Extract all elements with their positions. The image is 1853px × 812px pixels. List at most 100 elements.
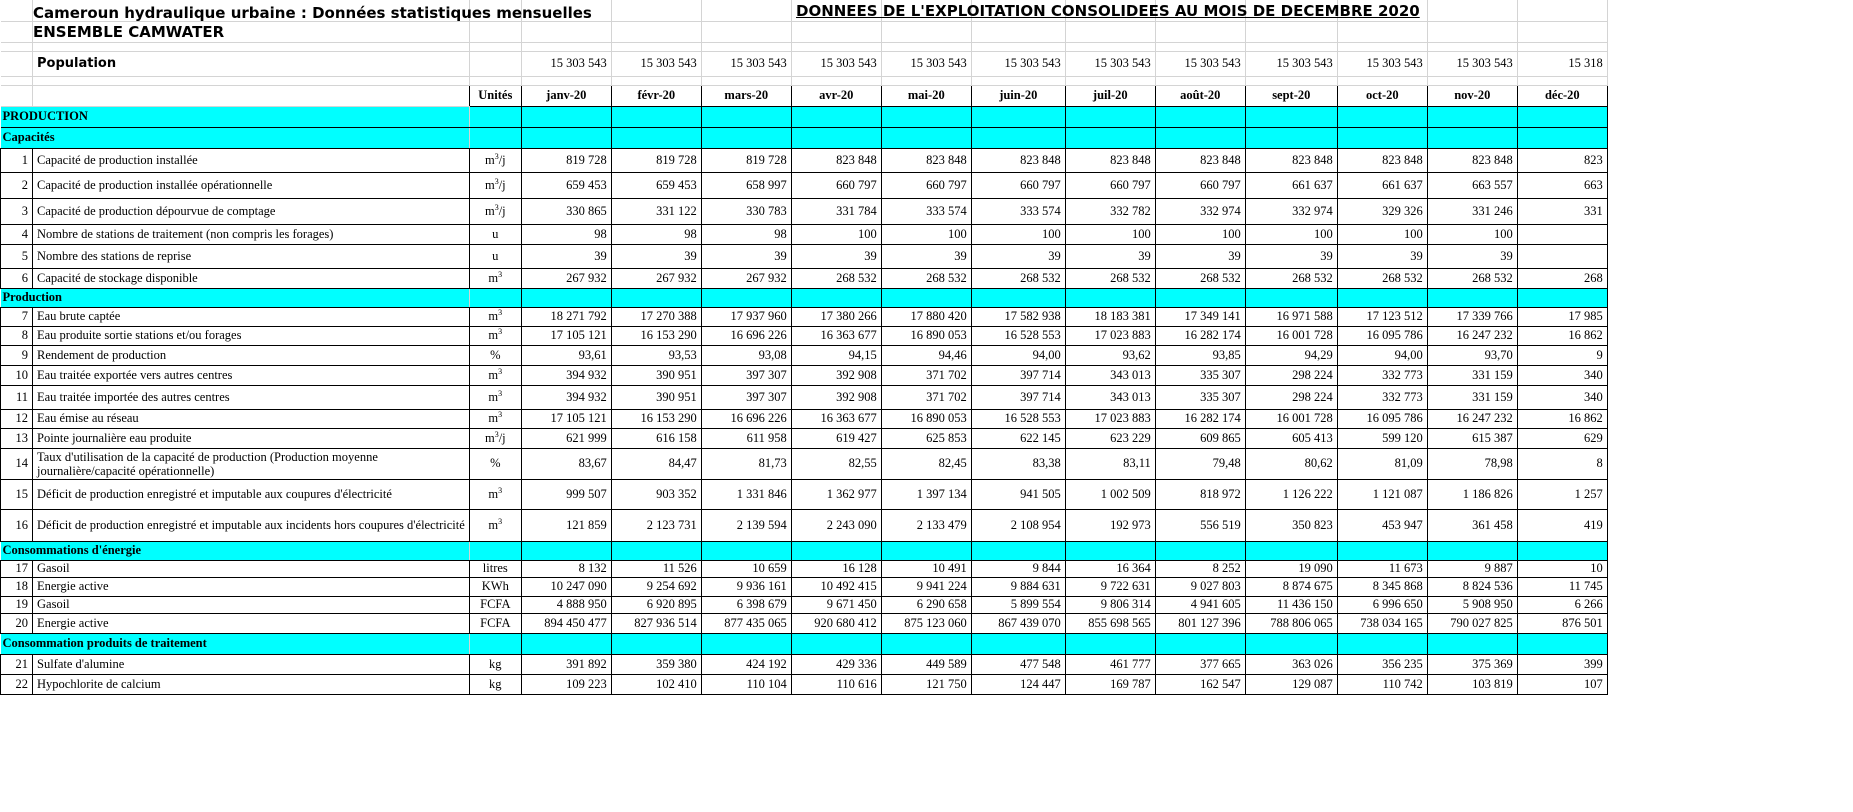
value-cell[interactable]: 660 797 [790, 171, 882, 199]
empty-cell[interactable] [521, 0, 612, 22]
empty-cell[interactable] [521, 21, 612, 43]
value-cell[interactable]: 8 824 536 [1426, 576, 1518, 597]
value-cell[interactable]: 17 380 266 [790, 306, 882, 327]
value-cell[interactable]: 268 [1516, 267, 1608, 289]
population-value[interactable]: 15 303 543 [521, 51, 612, 77]
value-cell[interactable]: 79,48 [1154, 447, 1246, 480]
empty-cell[interactable] [1337, 21, 1428, 43]
value-cell[interactable]: 102 410 [610, 673, 702, 695]
value-cell[interactable]: 819 728 [700, 147, 792, 173]
value-cell[interactable]: 268 532 [970, 267, 1066, 289]
value-cell[interactable]: 823 [1516, 147, 1608, 173]
value-cell[interactable]: 93,61 [520, 344, 612, 366]
value-cell[interactable]: 818 972 [1154, 478, 1246, 510]
value-cell[interactable]: 169 787 [1064, 673, 1156, 695]
value-cell[interactable]: 39 [1336, 243, 1428, 269]
value-cell[interactable]: 394 932 [520, 384, 612, 410]
value-cell[interactable]: 80,62 [1244, 447, 1338, 480]
value-cell[interactable]: 17 270 388 [610, 306, 702, 327]
population-value[interactable]: 15 303 543 [701, 51, 792, 77]
value-cell[interactable]: 2 243 090 [790, 508, 882, 542]
value-cell[interactable]: 876 501 [1516, 612, 1608, 634]
value-cell[interactable]: 661 637 [1336, 171, 1428, 199]
population-value[interactable]: 15 303 543 [1337, 51, 1428, 77]
value-cell[interactable]: 332 773 [1336, 384, 1428, 410]
empty-cell[interactable] [791, 76, 882, 86]
value-cell[interactable]: 397 307 [700, 384, 792, 410]
value-cell[interactable]: 392 908 [790, 384, 882, 410]
empty-cell[interactable] [1065, 76, 1156, 86]
value-cell[interactable]: 1 397 134 [880, 478, 972, 510]
value-cell[interactable]: 9 844 [970, 559, 1066, 578]
empty-cell[interactable] [1337, 0, 1428, 22]
value-cell[interactable]: 82,45 [880, 447, 972, 480]
value-cell[interactable]: 162 547 [1154, 673, 1246, 695]
value-cell[interactable]: 331 122 [610, 197, 702, 225]
value-cell[interactable]: 39 [1244, 243, 1338, 269]
value-cell[interactable]: 340 [1516, 364, 1608, 386]
value-cell[interactable]: 10 492 415 [790, 576, 882, 597]
empty-cell[interactable] [1337, 42, 1428, 52]
value-cell[interactable]: 100 [970, 223, 1066, 245]
value-cell[interactable]: 390 951 [610, 384, 702, 410]
value-cell[interactable]: 18 183 381 [1064, 306, 1156, 327]
value-cell[interactable]: 390 951 [610, 364, 702, 386]
value-cell[interactable]: 329 326 [1336, 197, 1428, 225]
value-cell[interactable]: 461 777 [1064, 653, 1156, 675]
value-cell[interactable]: 9 671 450 [790, 595, 882, 614]
empty-cell[interactable] [0, 85, 33, 107]
empty-cell[interactable] [1155, 42, 1246, 52]
empty-cell[interactable] [1517, 0, 1608, 22]
value-cell[interactable]: 941 505 [970, 478, 1066, 510]
value-cell[interactable]: 333 574 [970, 197, 1066, 225]
value-cell[interactable]: 9 884 631 [970, 576, 1066, 597]
value-cell[interactable]: 93,53 [610, 344, 702, 366]
value-cell[interactable]: 100 [1336, 223, 1428, 245]
value-cell[interactable] [1516, 223, 1608, 245]
value-cell[interactable]: 100 [1064, 223, 1156, 245]
value-cell[interactable]: 453 947 [1336, 508, 1428, 542]
empty-cell[interactable] [521, 76, 612, 86]
value-cell[interactable]: 823 848 [880, 147, 972, 173]
value-cell[interactable]: 98 [610, 223, 702, 245]
empty-cell[interactable] [1427, 21, 1518, 43]
value-cell[interactable]: 16 364 [1064, 559, 1156, 578]
value-cell[interactable]: 1 121 087 [1336, 478, 1428, 510]
value-cell[interactable]: 9 027 803 [1154, 576, 1246, 597]
population-value[interactable]: 15 303 543 [971, 51, 1066, 77]
population-value[interactable]: 15 303 543 [881, 51, 972, 77]
value-cell[interactable]: 605 413 [1244, 427, 1338, 449]
value-cell[interactable]: 16 696 226 [700, 408, 792, 429]
value-cell[interactable]: 8 874 675 [1244, 576, 1338, 597]
value-cell[interactable]: 268 532 [790, 267, 882, 289]
value-cell[interactable]: 867 439 070 [970, 612, 1066, 634]
value-cell[interactable]: 8 345 868 [1336, 576, 1428, 597]
value-cell[interactable]: 335 307 [1154, 364, 1246, 386]
value-cell[interactable]: 16 282 174 [1154, 408, 1246, 429]
value-cell[interactable]: 332 773 [1336, 364, 1428, 386]
value-cell[interactable]: 663 [1516, 171, 1608, 199]
value-cell[interactable]: 17 023 883 [1064, 408, 1156, 429]
value-cell[interactable]: 629 [1516, 427, 1608, 449]
value-cell[interactable]: 11 526 [610, 559, 702, 578]
value-cell[interactable]: 660 797 [880, 171, 972, 199]
value-cell[interactable]: 110 104 [700, 673, 792, 695]
value-cell[interactable]: 94,00 [970, 344, 1066, 366]
value-cell[interactable]: 619 427 [790, 427, 882, 449]
population-value[interactable]: 15 303 543 [611, 51, 702, 77]
value-cell[interactable]: 268 532 [1426, 267, 1518, 289]
value-cell[interactable]: 343 013 [1064, 364, 1156, 386]
value-cell[interactable]: 2 139 594 [700, 508, 792, 542]
value-cell[interactable]: 801 127 396 [1154, 612, 1246, 634]
empty-cell[interactable] [1427, 42, 1518, 52]
population-value[interactable]: 15 318 [1517, 51, 1608, 77]
value-cell[interactable]: 100 [790, 223, 882, 245]
empty-cell[interactable] [0, 0, 33, 22]
value-cell[interactable]: 399 [1516, 653, 1608, 675]
value-cell[interactable]: 894 450 477 [520, 612, 612, 634]
value-cell[interactable]: 855 698 565 [1064, 612, 1156, 634]
value-cell[interactable]: 8 252 [1154, 559, 1246, 578]
value-cell[interactable]: 611 958 [700, 427, 792, 449]
value-cell[interactable]: 609 865 [1154, 427, 1246, 449]
value-cell[interactable]: 18 271 792 [520, 306, 612, 327]
